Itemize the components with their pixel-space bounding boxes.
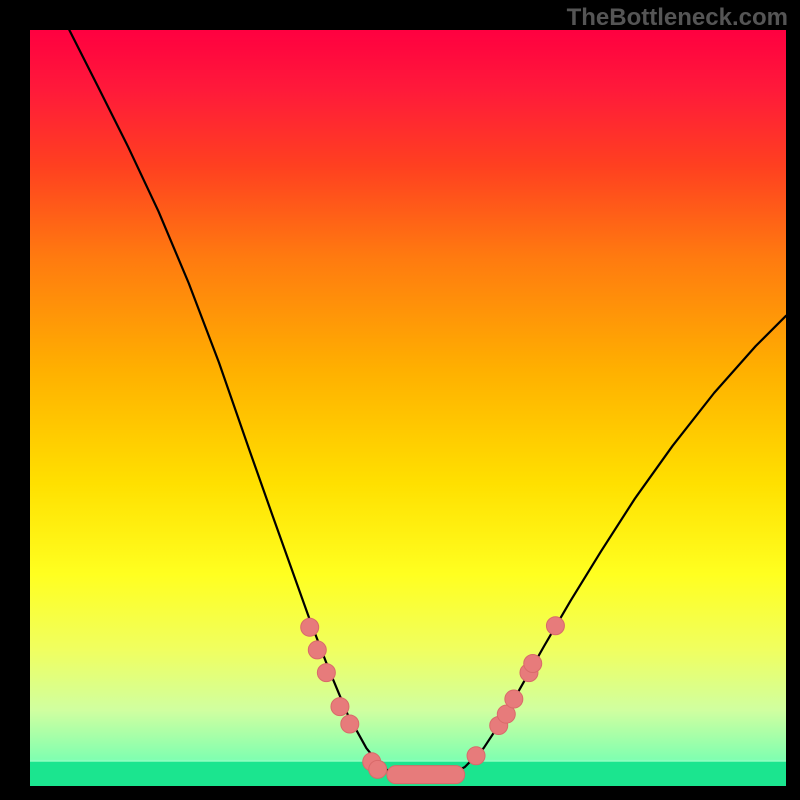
curve-marker [308, 641, 326, 659]
plot-area [30, 30, 786, 786]
curve-marker [341, 715, 359, 733]
chart-svg [30, 30, 786, 786]
curve-marker [505, 690, 523, 708]
curve-marker [546, 617, 564, 635]
watermark-text: TheBottleneck.com [567, 4, 788, 32]
curve-marker [301, 618, 319, 636]
curve-marker [317, 664, 335, 682]
curve-marker [369, 760, 387, 778]
curve-marker [331, 698, 349, 716]
gradient-background [30, 30, 786, 786]
curve-marker [524, 655, 542, 673]
green-band-highlight [30, 760, 786, 762]
curve-marker [467, 747, 485, 765]
flat-bottom-marker [387, 766, 465, 784]
